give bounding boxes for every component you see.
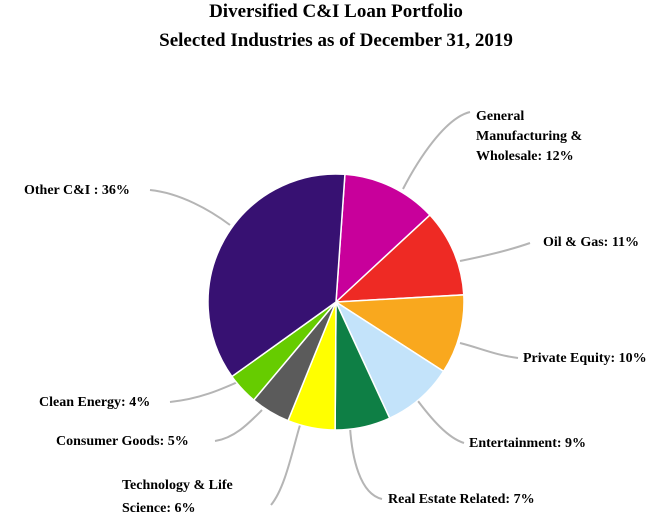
slice-label-line: Clean Energy: 4% [39, 395, 150, 410]
leader-lines [149, 111, 531, 506]
chart-title-line-2: Selected Industries as of December 31, 2… [159, 30, 513, 51]
slice-labels: General Manufacturing & Wholesale: 12% Oil … [24, 109, 647, 516]
pie-slice-other-ci [207, 173, 346, 378]
slice-label-consumer-goods: Consumer Goods: 5% [56, 434, 189, 449]
leader-line-other-ci [149, 189, 231, 226]
leader-line-oil-gas [459, 242, 531, 262]
slice-label-general-manufacturing-wholesale: General Manufacturing & Wholesale: 12% [476, 109, 582, 164]
leader-line-private-equity [459, 342, 519, 359]
chart-title-line-1: Diversified C&I Loan Portfolio [209, 1, 463, 22]
pie-slice-general-manufacturing-wholesale [335, 173, 431, 304]
slice-label-line: Technology & Life [122, 478, 233, 493]
slice-label-line: Oil & Gas: 11% [543, 235, 639, 250]
slice-label-line: Manufacturing & [476, 129, 582, 144]
pie-slices [207, 173, 465, 431]
slice-label-oil-gas: Oil & Gas: 11% [543, 235, 639, 250]
leader-line-consumer-goods [214, 409, 263, 442]
slice-label-line: Wholesale: 12% [476, 149, 574, 164]
slice-label-line: Real Estate Related: 7% [388, 492, 535, 507]
slice-label-other-ci: Other C&I : 36% [24, 183, 130, 198]
leader-line-entertainment [414, 396, 465, 444]
pie-slice-oil-gas [333, 213, 465, 303]
leader-line-clean-energy [169, 380, 241, 403]
slice-label-technology-life-science: Technology & Life Science: 6% [122, 478, 233, 516]
leader-line-general-manufacturing-wholesale [402, 111, 471, 190]
slice-label-line: Other C&I : 36% [24, 183, 130, 198]
slice-label-line: Consumer Goods: 5% [56, 434, 189, 449]
slice-label-line: General [476, 109, 524, 124]
leader-line-technology-life-science [270, 424, 301, 506]
slice-label-private-equity: Private Equity: 10% [523, 351, 647, 366]
slice-label-line: Entertainment: 9% [469, 436, 586, 451]
slice-label-line: Science: 6% [122, 501, 195, 516]
slice-label-clean-energy: Clean Energy: 4% [39, 395, 150, 410]
leader-line-real-estate-related [349, 426, 383, 500]
slice-label-line: Private Equity: 10% [523, 351, 647, 366]
slice-label-entertainment: Entertainment: 9% [469, 436, 586, 451]
slice-label-real-estate-related: Real Estate Related: 7% [388, 492, 535, 507]
pie-slice-private-equity [333, 294, 465, 373]
